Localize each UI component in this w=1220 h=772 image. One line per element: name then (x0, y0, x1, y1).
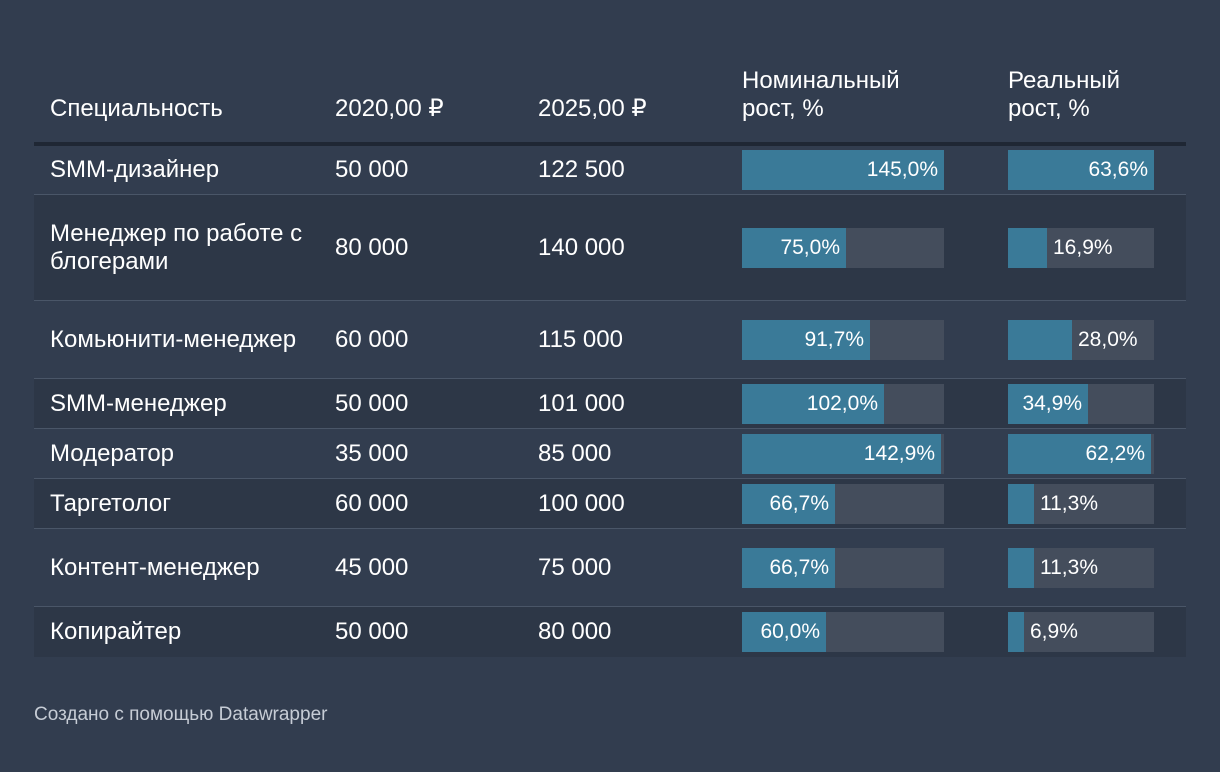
real-bar-track: 11,3% (1008, 547, 1154, 588)
header-2020[interactable]: 2020,00 ₽ (335, 95, 444, 122)
nominal-bar-fill (742, 383, 884, 424)
cell-2020: 60 000 (335, 489, 409, 517)
nominal-bar-fill (742, 150, 944, 190)
real-bar-label: 11,3% (1040, 555, 1098, 579)
nominal-bar-fill (742, 319, 870, 360)
nominal-bar-fill (742, 433, 941, 474)
real-bar-track: 11,3% (1008, 483, 1154, 524)
cell-2025: 101 000 (538, 389, 625, 417)
real-bar-fill (1008, 227, 1047, 268)
nominal-bar-fill (742, 483, 835, 524)
nominal-bar-label: 145,0% (866, 158, 938, 181)
cell-specialty: SMM-менеджер (50, 389, 227, 417)
table-row: SMM-дизайнер 50 000 122 500 145,0% 63,6% (34, 146, 1186, 195)
cell-2025: 80 000 (538, 618, 612, 645)
real-bar-track: 16,9% (1008, 227, 1154, 268)
real-bar-track: 34,9% (1008, 383, 1154, 424)
real-bar-label: 62,2% (1085, 441, 1145, 465)
nominal-bar-track: 145,0% (742, 150, 944, 190)
table-row: Комьюнити-менеджер 60 000 115 000 91,7% 28,0… (34, 301, 1186, 379)
real-bar-track: 62,2% (1008, 433, 1154, 474)
nominal-bar-track: 102,0% (742, 383, 944, 424)
nominal-bar-track: 75,0% (742, 227, 944, 268)
header-real-line1: Реальный (1008, 67, 1121, 94)
table-row: Контент-менеджер 45 000 75 000 66,7% 11,3% (34, 529, 1186, 607)
real-bar-label: 16,9% (1053, 235, 1113, 259)
nominal-bar-label: 102,0% (806, 391, 878, 415)
real-bar-fill (1008, 483, 1034, 524)
nominal-bar-fill (742, 547, 835, 588)
cell-2025: 140 000 (538, 233, 625, 261)
cell-2020: 60 000 (335, 325, 409, 353)
nominal-bar-label: 142,9% (863, 441, 935, 465)
cell-2025: 100 000 (538, 489, 625, 517)
nominal-bar-track: 142,9% (742, 433, 944, 474)
nominal-bar-fill (742, 227, 846, 268)
real-bar-fill (1008, 150, 1154, 190)
cell-2020: 50 000 (335, 156, 409, 183)
header-real-growth[interactable]: Реальный рост, % (1008, 67, 1120, 123)
table-row: Менеджер по работе с блогерами 80 000 140 … (34, 195, 1186, 301)
cell-specialty: Копирайтер (50, 618, 182, 645)
cell-2020: 45 000 (335, 553, 409, 581)
nominal-bar-track: 91,7% (742, 319, 944, 360)
real-bar-label: 63,6% (1088, 158, 1148, 181)
header-nominal-growth[interactable]: Номинальный рост, % (742, 67, 900, 123)
cell-2020: 50 000 (335, 389, 409, 417)
header-nominal-line1: Номинальный (742, 67, 900, 94)
nominal-bar-label: 60,0% (760, 620, 820, 643)
real-bar-label: 28,0% (1078, 327, 1138, 351)
real-bar-fill (1008, 547, 1034, 588)
real-bar-label: 11,3% (1040, 491, 1098, 515)
nominal-bar-label: 66,7% (769, 491, 829, 515)
header-rule (34, 142, 1186, 146)
cell-specialty: Таргетолог (50, 489, 171, 517)
cell-2020: 35 000 (335, 439, 409, 467)
real-bar-fill (1008, 433, 1151, 474)
cell-2020: 80 000 (335, 233, 409, 261)
nominal-bar-label: 75,0% (780, 235, 840, 259)
cell-specialty: Комьюнити-менеджер (50, 325, 297, 353)
header-specialty[interactable]: Специальность (50, 95, 223, 122)
real-bar-fill (1008, 612, 1024, 652)
nominal-bar-fill (742, 612, 826, 652)
cell-2025: 75 000 (538, 553, 612, 581)
cell-specialty: Модератор (50, 439, 175, 467)
nominal-bar-track: 60,0% (742, 612, 944, 652)
cell-specialty: Менеджер по работе с блогерами (50, 219, 303, 275)
table-row: Копирайтер 50 000 80 000 60,0% 6,9% (34, 607, 1186, 657)
cell-2020: 50 000 (335, 618, 409, 645)
table-row: SMM-менеджер 50 000 101 000 102,0% 34,9% (34, 379, 1186, 429)
real-bar-track: 28,0% (1008, 319, 1154, 360)
real-bar-label: 6,9% (1030, 620, 1078, 643)
cell-2025: 85 000 (538, 439, 612, 467)
cell-specialty: SMM-дизайнер (50, 156, 220, 183)
nominal-bar-label: 66,7% (769, 555, 829, 579)
real-bar-track: 63,6% (1008, 150, 1154, 190)
cell-2025: 115 000 (538, 325, 623, 353)
nominal-bar-track: 66,7% (742, 483, 944, 524)
table-header: Специальность 2020,00 ₽ 2025,00 ₽ Номина… (34, 0, 1186, 142)
nominal-bar-track: 66,7% (742, 547, 944, 588)
header-real-line2: рост, % (1008, 95, 1090, 122)
real-bar-fill (1008, 319, 1072, 360)
cell-specialty: Контент-менеджер (50, 553, 260, 581)
real-bar-fill (1008, 383, 1088, 424)
header-nominal-line2: рост, % (742, 95, 824, 122)
header-2025[interactable]: 2025,00 ₽ (538, 95, 647, 122)
real-bar-track: 6,9% (1008, 612, 1154, 652)
cell-2025: 122 500 (538, 156, 625, 183)
table-row: Таргетолог 60 000 100 000 66,7% 11,3% (34, 479, 1186, 529)
footer-credit[interactable]: Создано с помощью Datawrapper (34, 704, 328, 725)
table-body: SMM-дизайнер 50 000 122 500 145,0% 63,6% Мене… (34, 146, 1186, 657)
real-bar-label: 34,9% (1022, 391, 1082, 415)
table-row: Модератор 35 000 85 000 142,9% 62,2% (34, 429, 1186, 479)
nominal-bar-label: 91,7% (804, 327, 864, 351)
